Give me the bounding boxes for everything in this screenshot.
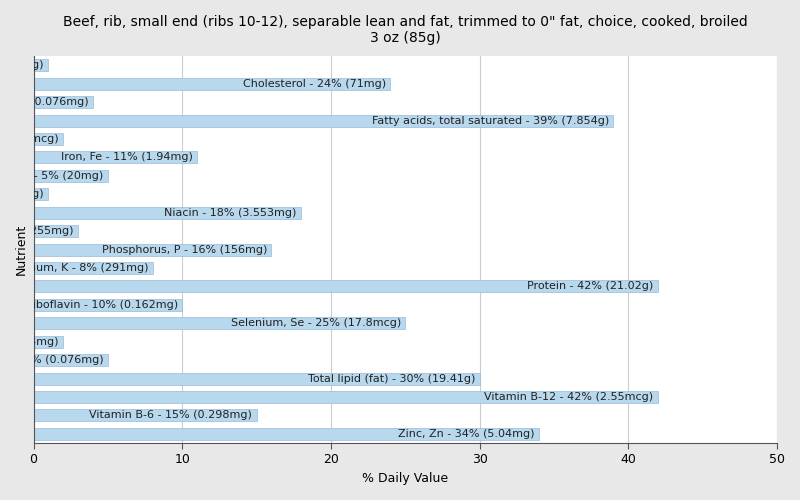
Text: Folate, total - 2% (6mcg): Folate, total - 2% (6mcg) xyxy=(0,134,59,144)
Text: Protein - 42% (21.02g): Protein - 42% (21.02g) xyxy=(527,282,654,292)
Bar xyxy=(34,410,257,422)
Bar xyxy=(34,60,49,72)
Text: Cholesterol - 24% (71mg): Cholesterol - 24% (71mg) xyxy=(243,78,386,88)
Text: Magnesium, Mg - 5% (20mg): Magnesium, Mg - 5% (20mg) xyxy=(0,171,103,181)
Text: Total lipid (fat) - 30% (19.41g): Total lipid (fat) - 30% (19.41g) xyxy=(308,374,475,384)
Text: Riboflavin - 10% (0.162mg): Riboflavin - 10% (0.162mg) xyxy=(25,300,178,310)
Text: Vitamin B-6 - 15% (0.298mg): Vitamin B-6 - 15% (0.298mg) xyxy=(90,410,252,420)
Bar xyxy=(34,152,197,164)
Bar xyxy=(34,354,108,366)
Bar xyxy=(34,372,480,384)
Bar xyxy=(34,336,63,347)
Text: Potassium, K - 8% (291mg): Potassium, K - 8% (291mg) xyxy=(0,263,148,273)
Bar xyxy=(34,299,182,311)
Text: Iron, Fe - 11% (1.94mg): Iron, Fe - 11% (1.94mg) xyxy=(61,152,193,162)
Text: Copper, Cu - 4% (0.076mg): Copper, Cu - 4% (0.076mg) xyxy=(0,97,89,107)
Y-axis label: Nutrient: Nutrient xyxy=(15,224,28,275)
Text: Niacin - 18% (3.553mg): Niacin - 18% (3.553mg) xyxy=(164,208,297,218)
Text: Manganese, Mn - 1% (0.012mg): Manganese, Mn - 1% (0.012mg) xyxy=(0,190,44,200)
Text: Selenium, Se - 25% (17.8mcg): Selenium, Se - 25% (17.8mcg) xyxy=(230,318,401,328)
Text: Thiamin - 5% (0.076mg): Thiamin - 5% (0.076mg) xyxy=(0,355,103,365)
Bar xyxy=(34,78,390,90)
Bar xyxy=(34,262,153,274)
Text: Phosphorus, P - 16% (156mg): Phosphorus, P - 16% (156mg) xyxy=(102,244,267,254)
Text: Fatty acids, total saturated - 39% (7.854g): Fatty acids, total saturated - 39% (7.85… xyxy=(372,116,609,126)
Text: Zinc, Zn - 34% (5.04mg): Zinc, Zn - 34% (5.04mg) xyxy=(398,429,534,439)
Bar xyxy=(34,114,614,126)
Bar xyxy=(34,244,271,256)
Text: Vitamin B-12 - 42% (2.55mcg): Vitamin B-12 - 42% (2.55mcg) xyxy=(485,392,654,402)
Bar xyxy=(34,318,406,329)
Bar xyxy=(34,225,78,237)
X-axis label: % Daily Value: % Daily Value xyxy=(362,472,448,485)
Bar xyxy=(34,280,658,292)
Text: Calcium, Ca - 1% (11mg): Calcium, Ca - 1% (11mg) xyxy=(0,60,44,70)
Bar xyxy=(34,428,539,440)
Bar xyxy=(34,170,108,182)
Bar xyxy=(34,206,301,218)
Text: Pantothenic acid - 3% (0.255mg): Pantothenic acid - 3% (0.255mg) xyxy=(0,226,74,236)
Bar xyxy=(34,188,49,200)
Text: Sodium, Na - 2% (54mg): Sodium, Na - 2% (54mg) xyxy=(0,336,59,346)
Bar xyxy=(34,133,63,145)
Bar xyxy=(34,96,93,108)
Title: Beef, rib, small end (ribs 10-12), separable lean and fat, trimmed to 0" fat, ch: Beef, rib, small end (ribs 10-12), separ… xyxy=(63,15,748,45)
Bar xyxy=(34,391,658,403)
